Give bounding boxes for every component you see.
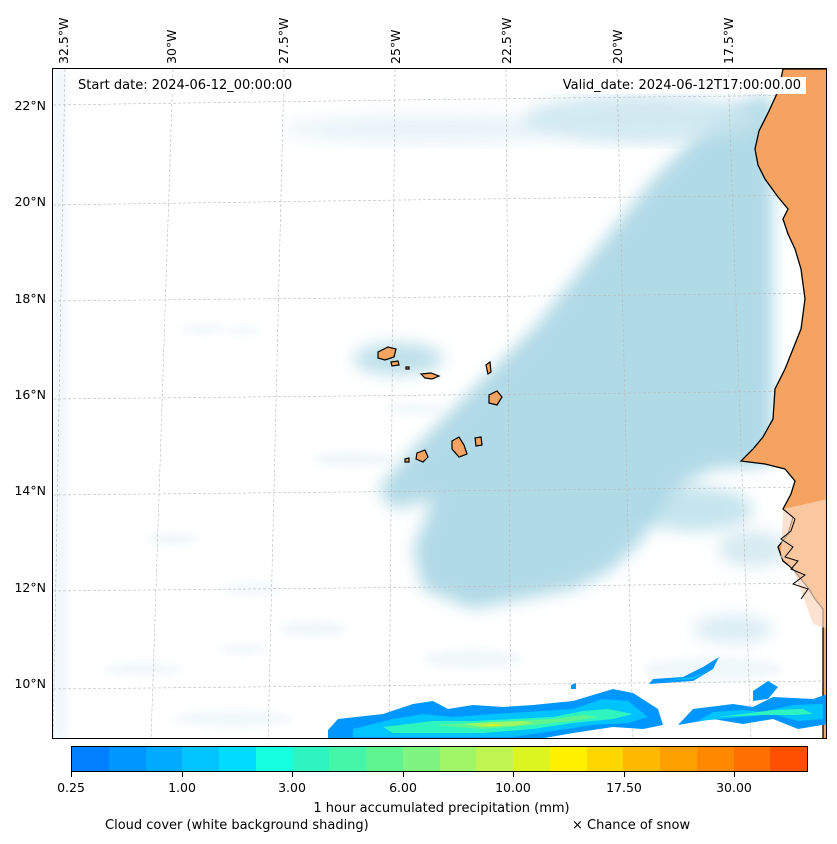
colorbar-cell-11: [476, 747, 513, 771]
precipitation-band: [328, 657, 826, 738]
colorbar-tick: [734, 772, 735, 777]
island-sal: [485, 360, 492, 375]
colorbar-cell-16: [660, 747, 697, 771]
cloud-cover-light: [283, 94, 763, 144]
colorbar-tick: [513, 772, 514, 777]
coast-detail: [780, 508, 809, 600]
colorbar-cell-10: [439, 747, 477, 771]
colorbar-cell-8: [366, 747, 403, 771]
lat-label-20n: 20°N: [14, 194, 46, 209]
lat-label-18n: 18°N: [14, 291, 46, 306]
colorbar-cell-9: [402, 747, 440, 771]
colorbar-cell-0: [72, 747, 109, 771]
colorbar-tick-label: 30.00: [716, 780, 752, 795]
precipitation-colorbar: [71, 746, 808, 772]
colorbar-tick-label: 1.00: [168, 780, 196, 795]
colorbar-tick: [182, 772, 183, 777]
island-santo-antao: [377, 346, 397, 361]
colorbar-tick-label: 10.00: [495, 780, 531, 795]
island-maio: [474, 436, 483, 447]
valid-date-label: Valid_date: 2024-06-12T17:00:00.00: [557, 77, 806, 94]
colorbar-cell-14: [586, 747, 624, 771]
colorbar-cell-18: [733, 747, 771, 771]
lon-label-17-5w: 17.5°W: [721, 17, 736, 64]
lat-label-22n: 22°N: [14, 98, 46, 113]
colorbar-cell-13: [549, 747, 587, 771]
colorbar-cell-12: [513, 747, 550, 771]
lat-label-10n: 10°N: [14, 676, 46, 691]
colorbar-tick-label: 0.25: [57, 780, 85, 795]
lat-label-14n: 14°N: [14, 483, 46, 498]
lon-label-22-5w: 22.5°W: [499, 17, 514, 64]
colorbar-tick-label: 17.50: [606, 780, 642, 795]
colorbar-cell-1: [108, 747, 146, 771]
colorbar-cell-19: [770, 747, 807, 771]
cape-verde-islands: [377, 346, 503, 463]
colorbar-cell-5: [255, 747, 293, 771]
colorbar-cell-2: [145, 747, 183, 771]
legend-cloud-cover: Cloud cover (white background shading): [105, 818, 369, 833]
island-sao-nicolau: [419, 372, 441, 380]
lat-label-16n: 16°N: [14, 387, 46, 402]
colorbar-cell-6: [292, 747, 330, 771]
island-brava: [404, 457, 410, 463]
map-canvas: [53, 69, 826, 738]
island-sao-vicente: [390, 360, 400, 367]
colorbar-cell-4: [219, 747, 256, 771]
colorbar-tick-label: 3.00: [278, 780, 306, 795]
lon-label-32-5w: 32.5°W: [56, 17, 71, 64]
island-santiago: [451, 436, 468, 458]
lon-label-27-5w: 27.5°W: [276, 17, 291, 64]
colorbar-cell-7: [329, 747, 366, 771]
colorbar-tick-label: 6.00: [389, 780, 417, 795]
lon-label-25w: 25°W: [388, 29, 403, 64]
cloud-cover-mass: [353, 97, 788, 643]
graticule: [53, 69, 826, 738]
colorbar-cell-15: [623, 747, 660, 771]
lon-label-20w: 20°W: [610, 29, 625, 64]
colorbar-title: 1 hour accumulated precipitation (mm): [313, 801, 570, 816]
colorbar-cell-3: [182, 747, 219, 771]
legend-snow-chance: × Chance of snow: [572, 818, 691, 833]
lon-label-30w: 30°W: [164, 29, 179, 64]
colorbar-tick: [71, 772, 72, 777]
colorbar-cell-17: [696, 747, 734, 771]
island-boa-vista: [488, 390, 503, 406]
island-santa-luzia: [405, 366, 410, 370]
colorbar-tick: [624, 772, 625, 777]
start-date-label: Start date: 2024-06-12_00:00:00: [73, 77, 298, 94]
map-panel[interactable]: Start date: 2024-06-12_00:00:00 Valid_da…: [52, 68, 827, 739]
island-fogo: [415, 449, 429, 463]
lat-label-12n: 12°N: [14, 580, 46, 595]
land-coast-paler: [781, 499, 826, 629]
colorbar-tick: [292, 772, 293, 777]
colorbar-tick: [403, 772, 404, 777]
